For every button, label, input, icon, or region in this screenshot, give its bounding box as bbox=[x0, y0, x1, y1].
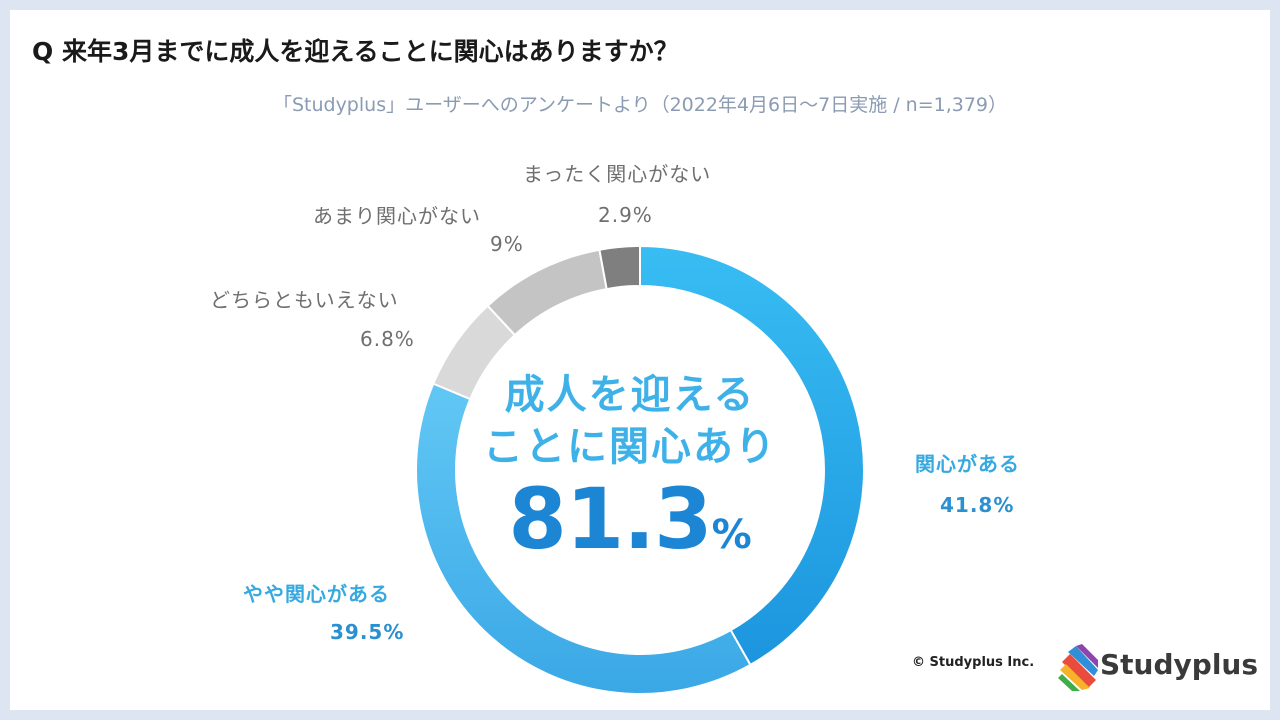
slice-mattaku bbox=[598, 244, 641, 291]
pct-kanshin-ga-aru: 41.8% bbox=[940, 493, 1015, 517]
studyplus-logo-icon bbox=[1058, 644, 1098, 691]
label-amari: あまり関心がない bbox=[313, 204, 481, 228]
slice-kanshin-ga-aru bbox=[639, 244, 865, 667]
center-line-1: 成人を迎える bbox=[504, 372, 756, 418]
chart-card: Q 来年3月までに成人を迎えることに関心はありますか？ 「Studyplus」ユ… bbox=[10, 10, 1270, 710]
pct-dochira: 6.8% bbox=[360, 327, 415, 351]
pct-amari: 9% bbox=[490, 232, 524, 256]
survey-subtitle: 「Studyplus」ユーザーへのアンケートより（2022年4月6日〜7日実施 … bbox=[272, 94, 1008, 116]
studyplus-logo-text: Studyplus bbox=[1100, 648, 1259, 681]
label-yaya-kanshin: やや関心がある bbox=[243, 582, 390, 606]
copyright-text: © Studyplus Inc. bbox=[912, 655, 1035, 670]
center-value-number: 81.3 bbox=[508, 470, 712, 568]
label-kanshin-ga-aru: 関心がある bbox=[915, 452, 1020, 476]
center-value-unit: % bbox=[711, 512, 752, 558]
center-value: 81.3% bbox=[440, 470, 820, 568]
pct-mattaku: 2.9% bbox=[598, 203, 653, 227]
pct-yaya-kanshin: 39.5% bbox=[330, 620, 405, 644]
slice-amari bbox=[486, 248, 608, 337]
label-dochira: どちらともいえない bbox=[210, 288, 399, 312]
center-line-2: ことに関心あり bbox=[483, 424, 777, 470]
label-mattaku: まったく関心がない bbox=[523, 162, 712, 186]
question-title: Q 来年3月までに成人を迎えることに関心はありますか？ bbox=[32, 37, 679, 66]
